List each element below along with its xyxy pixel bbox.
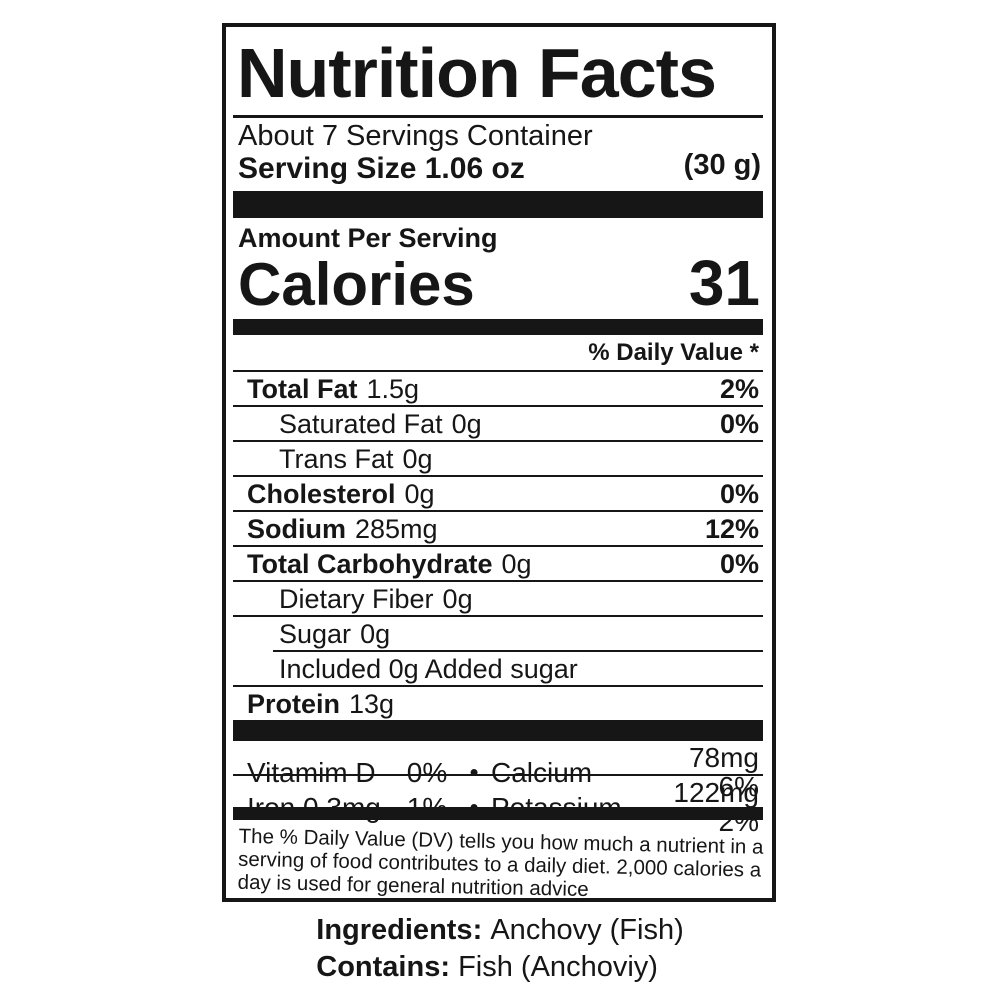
nutrient-row: Dietary Fiber 0g [233,580,763,615]
title-rule [233,115,763,118]
nutrient-name-amount: Dietary Fiber 0g [279,584,473,614]
nutrient-row: Total Fat 1.5g 2% [233,370,763,405]
ingredients-label: Ingredients: [316,914,483,946]
nutrient-name-amount: Total Fat 1.5g [247,374,420,404]
serving-size: Serving Size 1.06 oz [238,152,525,185]
thin-separator-bar [233,807,763,820]
serving-weight-metric: (30 g) [683,149,761,181]
bullet-separator: • [469,756,479,787]
nutrient-row: Sugar 0g [233,615,763,650]
nutrient-row: Protein 13g [233,685,763,720]
nutrient-row: Cholesterol 0g 0% [233,475,763,510]
ingredients-line: Ingredients: Anchovy (Fish) [316,912,683,949]
thick-separator-bar [233,720,763,741]
micronutrient-row: Vitamim D 0% • Calcium 78mg 6% [233,741,763,801]
nutrient-name-amount: Sodium 285mg [247,514,438,544]
micronutrient-cell: 0% [406,756,448,788]
nutrient-daily-value: 2% [719,374,759,404]
calories-row: Calories 31 [238,247,760,319]
micronutrient-cell: 78mg 6% [688,742,759,802]
contains-value: Fish (Anchoviy) [458,951,658,983]
thick-separator-bar [233,191,763,218]
nutrient-name-amount: Trans Fat 0g [279,444,433,474]
nutrient-name-amount: Saturated Fat 0g [279,409,482,439]
serving-info-block: About 7 Servings Container Serving Size … [233,118,763,191]
nutrient-row: Total Carbohydrate 0g 0% [233,545,763,580]
nutrient-row: Included 0g Added sugar [233,650,763,685]
nutrient-name-amount: Total Carbohydrate 0g [247,549,532,579]
nutrient-table: Total Fat 1.5g 2% Saturated Fat 0g 0% Trans Fa… [233,370,763,720]
bullet-separator: • [469,791,479,822]
nutrient-name-amount: Cholesterol 0g [247,479,435,509]
nutrient-name-amount: Sugar 0g [279,619,391,649]
calories-label: Calories [238,251,475,318]
vitamin-table: Vitamim D 0% • Calcium 78mg 6% Iron 0.3mg 1% • P… [233,741,763,836]
micronutrient-cell: Iron 0.3mg [247,791,381,823]
micronutrient-row: Iron 0.3mg 1% • Potassium 122mg 2% [233,774,763,836]
micronutrient-cell: Vitamim D [247,756,376,788]
ingredients-value: Anchovy (Fish) [490,914,684,946]
nutrient-name-amount: Included 0g Added sugar [279,654,578,684]
contains-line: Contains: Fish (Anchoviy) [316,949,683,986]
contains-label: Contains: [316,951,450,983]
nutrient-daily-value: 0% [719,479,759,509]
nutrient-daily-value: 12% [704,514,759,544]
ingredients-text: Ingredients: Anchovy (Fish) Contains: Fish… [316,912,683,986]
nutrient-daily-value: 0% [719,549,759,579]
micronutrient-cell: 122mg 2% [673,777,759,837]
label-title: Nutrition Facts [237,34,717,112]
servings-per-container: About 7 Servings Container [238,120,593,152]
daily-value-header: % Daily Value * [588,339,759,366]
nutrient-row: Saturated Fat 0g 0% [233,405,763,440]
amount-per-serving-label: Amount Per Serving [238,223,498,253]
daily-value-footnote: The % Daily Value (DV) tells you how muc… [237,824,764,902]
micronutrient-cell: Calcium [491,756,593,788]
micronutrient-cell: Potassium [491,791,622,823]
calories-value: 31 [688,247,760,319]
micronutrient-cell: 1% [406,791,448,823]
nutrient-row: Trans Fat 0g [233,440,763,475]
nutrient-name-amount: Protein 13g [247,689,395,719]
medium-separator-bar [233,319,763,335]
serving-info-left: About 7 Servings Container Serving Size … [238,120,593,186]
nutrition-facts-label: Nutrition Facts About 7 Servings Contain… [222,23,776,902]
nutrient-row: Sodium 285mg 12% [233,510,763,545]
ingredients-block: Ingredients: Anchovy (Fish) Contains: Fish… [0,912,1000,986]
nutrient-daily-value: 0% [719,409,759,439]
